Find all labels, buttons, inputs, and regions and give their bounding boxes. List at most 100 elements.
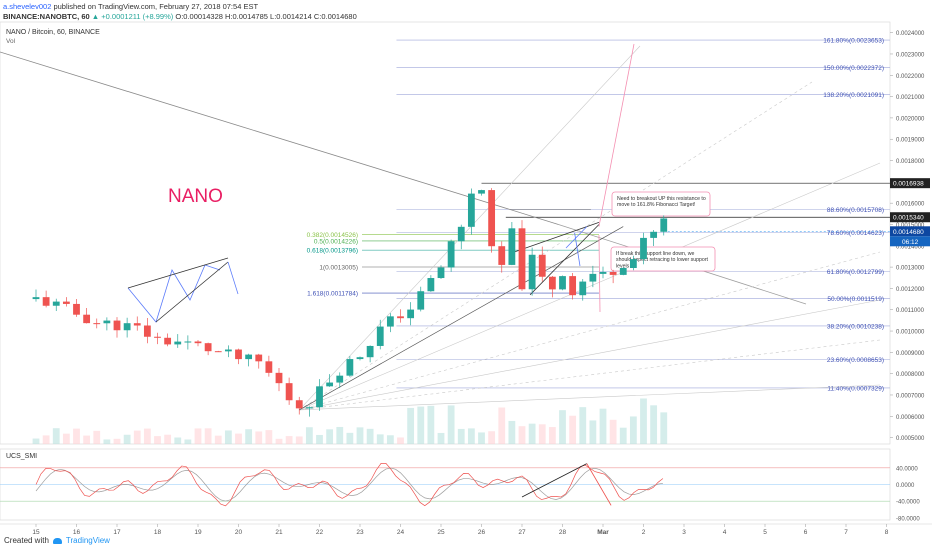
volume-bar [508, 420, 516, 444]
price-tick-label: 0.0023000 [896, 52, 925, 58]
time-tick-label: 17 [113, 529, 121, 536]
candle-body [386, 316, 394, 327]
projection-up-arrow [598, 43, 635, 227]
fan-line [299, 162, 881, 411]
price-tick-label: 0.0014000 [896, 244, 925, 250]
price-tag-bg [890, 178, 930, 189]
candle-body [437, 267, 445, 279]
candle-body [93, 323, 101, 325]
blue-arrow-2 [565, 226, 588, 249]
small-fib-label: 1(0.0013005) [319, 264, 358, 271]
volume-bars [32, 398, 668, 444]
volume-bar [62, 433, 70, 444]
smi-tick-label: -40.0000 [896, 500, 920, 506]
sketch-lower-line [155, 261, 229, 323]
time-tick-label: 6 [804, 529, 808, 536]
fib-level-label: 161.80%(0.0023653) [823, 38, 884, 45]
tradingview-brand[interactable]: TradingView [65, 536, 110, 545]
small-fib-label: 0.5(0.0014226) [314, 238, 358, 245]
volume-bar [346, 432, 354, 444]
volume-bar [407, 407, 415, 444]
candle-body [599, 271, 607, 274]
price-tick-label: 0.0011000 [896, 308, 925, 314]
author-link[interactable]: a.shevelev002 [3, 2, 52, 11]
smi-line [35, 462, 664, 507]
candle-body [579, 281, 587, 296]
resistance-note-text: Need to breakout UP this resistance to mo… [617, 196, 706, 208]
volume-bar [83, 435, 91, 444]
fib-level-label: 78.60%(0.0014623) [827, 230, 884, 237]
price-tick-label: 0.0021000 [896, 95, 925, 101]
smi-tick-label: -80.0000 [896, 516, 920, 522]
volume-bar [478, 432, 485, 444]
small-fib-label: 1.618(0.0011784) [307, 291, 358, 298]
volume-bar [204, 428, 212, 444]
small-fib-label: 0.382(0.0014526) [307, 232, 358, 239]
candle-body [164, 337, 172, 345]
fib-level-label: 61.80%(0.0012799) [827, 269, 884, 276]
volume-bar [366, 428, 374, 444]
publish-info: published on TradingView.com, February 2… [51, 2, 259, 11]
fib-level-label: 150.00%(0.0022372) [823, 65, 884, 72]
candle-body [538, 254, 546, 277]
volume-bar [214, 435, 222, 444]
candle-body [285, 383, 293, 401]
time-tick-label: 28 [559, 529, 567, 536]
symbol-line: BINANCE:NANOBTC, 60 ▲ +0.0001211 (+8.99%… [3, 12, 357, 21]
volume-bar [42, 435, 50, 444]
candle-body [133, 323, 141, 326]
volume-bar [599, 408, 607, 444]
candle-body [447, 241, 455, 268]
candle-body [32, 297, 40, 300]
candle-body [498, 246, 506, 265]
candle-body [569, 276, 577, 296]
wedge-upper-line [513, 221, 600, 253]
volume-bar [650, 405, 658, 444]
price-tick-label: 0.0019000 [896, 138, 925, 144]
volume-bar [589, 420, 597, 444]
candle-body [275, 372, 283, 384]
fan-line [299, 384, 881, 411]
volume-bar [275, 438, 283, 444]
candle-body [508, 228, 516, 265]
volume-bar [224, 430, 232, 444]
volume-bar [386, 435, 394, 444]
time-tick-label: 8 [885, 529, 889, 536]
price-tick-label: 0.0013000 [896, 266, 925, 272]
ohlc-values: O:0.00014328 H:0.0014785 L:0.0014214 C:0… [173, 12, 357, 21]
volume-bar [174, 437, 182, 444]
volume-bar [265, 430, 273, 444]
candle-body [457, 226, 465, 242]
volume-bar [538, 424, 546, 444]
fan-line [299, 45, 641, 411]
support-note-text: If break this support line down, we shoul… [616, 251, 709, 269]
candle-body [154, 336, 161, 338]
small-fib-label: 0.618(0.0013796) [307, 248, 358, 255]
candle-body [265, 361, 273, 373]
volume-bar [295, 436, 303, 444]
price-tag-bg [890, 212, 930, 223]
candle-body [42, 297, 50, 306]
volume-bar [376, 434, 384, 444]
candle-body [660, 218, 668, 232]
fib-level-label: 50.00%(0.0011519) [827, 296, 884, 303]
support-trendline [299, 226, 624, 411]
price-change: ▲ +0.0001211 (+8.99%) [91, 12, 174, 21]
volume-bar [73, 428, 80, 444]
volume-bar [32, 438, 40, 444]
candle-body [214, 351, 222, 353]
candle-body [194, 341, 202, 344]
time-tick-label: 5 [763, 529, 767, 536]
smi-tick-label: 40.0000 [896, 466, 918, 472]
candle-body [73, 303, 80, 315]
candle-body [356, 357, 364, 360]
candle-body [467, 193, 475, 227]
candle-body [123, 323, 131, 331]
nano-annotation: NANO [168, 186, 223, 207]
candle-body [559, 276, 566, 290]
volume-bar [143, 428, 151, 444]
volume-bar [113, 438, 121, 444]
volume-bar [447, 405, 455, 444]
smi-signal-line [35, 467, 663, 502]
